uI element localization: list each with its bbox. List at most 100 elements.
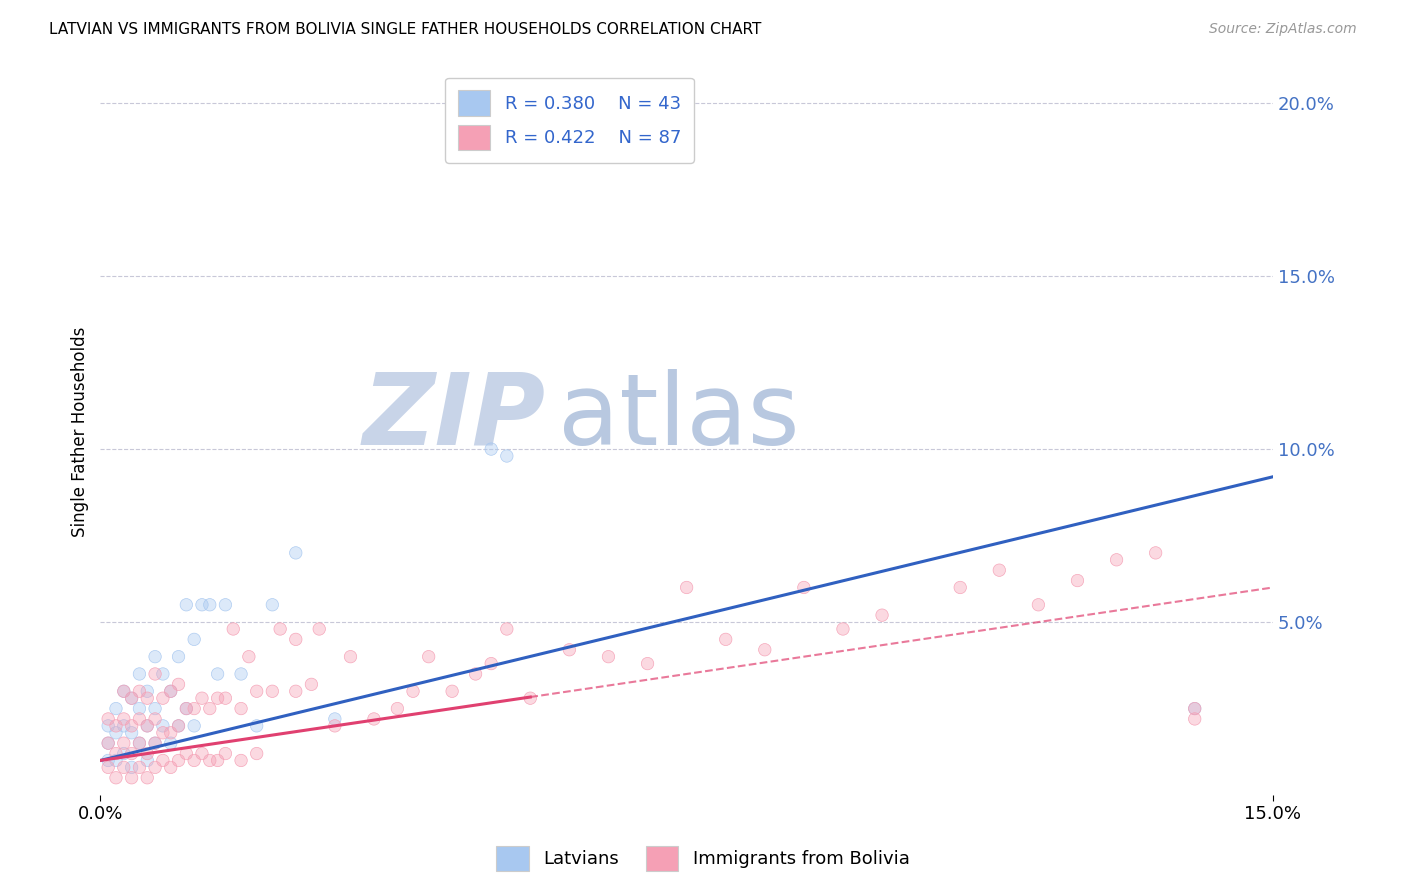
Point xyxy=(152,754,174,768)
Point xyxy=(176,598,198,612)
Point xyxy=(97,719,120,733)
Point xyxy=(441,684,464,698)
Point xyxy=(870,608,893,623)
Point xyxy=(222,622,245,636)
Point xyxy=(121,726,143,740)
Point xyxy=(262,598,284,612)
Point xyxy=(418,649,440,664)
Point xyxy=(183,719,205,733)
Point xyxy=(229,701,252,715)
Point xyxy=(136,684,159,698)
Point xyxy=(284,546,307,560)
Point xyxy=(104,701,127,715)
Point xyxy=(104,726,127,740)
Point xyxy=(112,684,135,698)
Point xyxy=(143,712,166,726)
Point xyxy=(121,771,143,785)
Point xyxy=(214,691,236,706)
Point xyxy=(143,736,166,750)
Point xyxy=(112,712,135,726)
Text: ZIP: ZIP xyxy=(363,368,546,466)
Point xyxy=(754,642,776,657)
Point xyxy=(136,691,159,706)
Point xyxy=(121,726,143,740)
Point xyxy=(167,649,190,664)
Point xyxy=(479,442,502,456)
Legend: R = 0.380    N = 43, R = 0.422    N = 87: R = 0.380 N = 43, R = 0.422 N = 87 xyxy=(446,78,693,163)
Point xyxy=(104,754,127,768)
Point xyxy=(229,667,252,681)
Point xyxy=(143,649,166,664)
Point xyxy=(198,598,221,612)
Point xyxy=(214,598,236,612)
Point xyxy=(229,754,252,768)
Point xyxy=(143,760,166,774)
Point xyxy=(152,691,174,706)
Point xyxy=(464,667,486,681)
Point xyxy=(128,667,150,681)
Point xyxy=(402,684,425,698)
Point xyxy=(246,684,269,698)
Point xyxy=(97,736,120,750)
Point xyxy=(159,736,181,750)
Point xyxy=(176,701,198,715)
Point xyxy=(136,719,159,733)
Point xyxy=(97,760,120,774)
Point xyxy=(104,771,127,785)
Point xyxy=(121,691,143,706)
Point xyxy=(112,760,135,774)
Point xyxy=(136,684,159,698)
Point xyxy=(128,736,150,750)
Point xyxy=(128,701,150,715)
Point xyxy=(246,719,269,733)
Point xyxy=(97,719,120,733)
Point xyxy=(598,649,620,664)
Point xyxy=(229,701,252,715)
Point xyxy=(143,667,166,681)
Point xyxy=(198,754,221,768)
Point xyxy=(191,747,214,761)
Point xyxy=(176,701,198,715)
Point xyxy=(104,701,127,715)
Point xyxy=(159,684,181,698)
Point xyxy=(104,771,127,785)
Point xyxy=(363,712,385,726)
Point xyxy=(97,736,120,750)
Point xyxy=(1028,598,1050,612)
Point xyxy=(167,719,190,733)
Point xyxy=(323,712,346,726)
Point xyxy=(495,449,517,463)
Point xyxy=(949,581,972,595)
Point xyxy=(246,719,269,733)
Point xyxy=(167,677,190,691)
Point xyxy=(112,747,135,761)
Point xyxy=(97,754,120,768)
Point xyxy=(214,747,236,761)
Point xyxy=(402,684,425,698)
Point xyxy=(793,581,815,595)
Point xyxy=(97,712,120,726)
Point xyxy=(1144,546,1167,560)
Point xyxy=(207,667,229,681)
Point xyxy=(143,667,166,681)
Point xyxy=(284,632,307,647)
Point xyxy=(183,701,205,715)
Point xyxy=(159,684,181,698)
Point xyxy=(152,691,174,706)
Point xyxy=(167,754,190,768)
Point xyxy=(121,719,143,733)
Point xyxy=(198,701,221,715)
Point xyxy=(152,667,174,681)
Point xyxy=(121,760,143,774)
Text: Source: ZipAtlas.com: Source: ZipAtlas.com xyxy=(1209,22,1357,37)
Legend: Latvians, Immigrants from Bolivia: Latvians, Immigrants from Bolivia xyxy=(489,838,917,879)
Point xyxy=(637,657,659,671)
Point xyxy=(495,622,517,636)
Point xyxy=(191,747,214,761)
Point xyxy=(121,691,143,706)
Point xyxy=(262,684,284,698)
Point xyxy=(519,691,541,706)
Point xyxy=(128,736,150,750)
Point xyxy=(191,691,214,706)
Point xyxy=(183,632,205,647)
